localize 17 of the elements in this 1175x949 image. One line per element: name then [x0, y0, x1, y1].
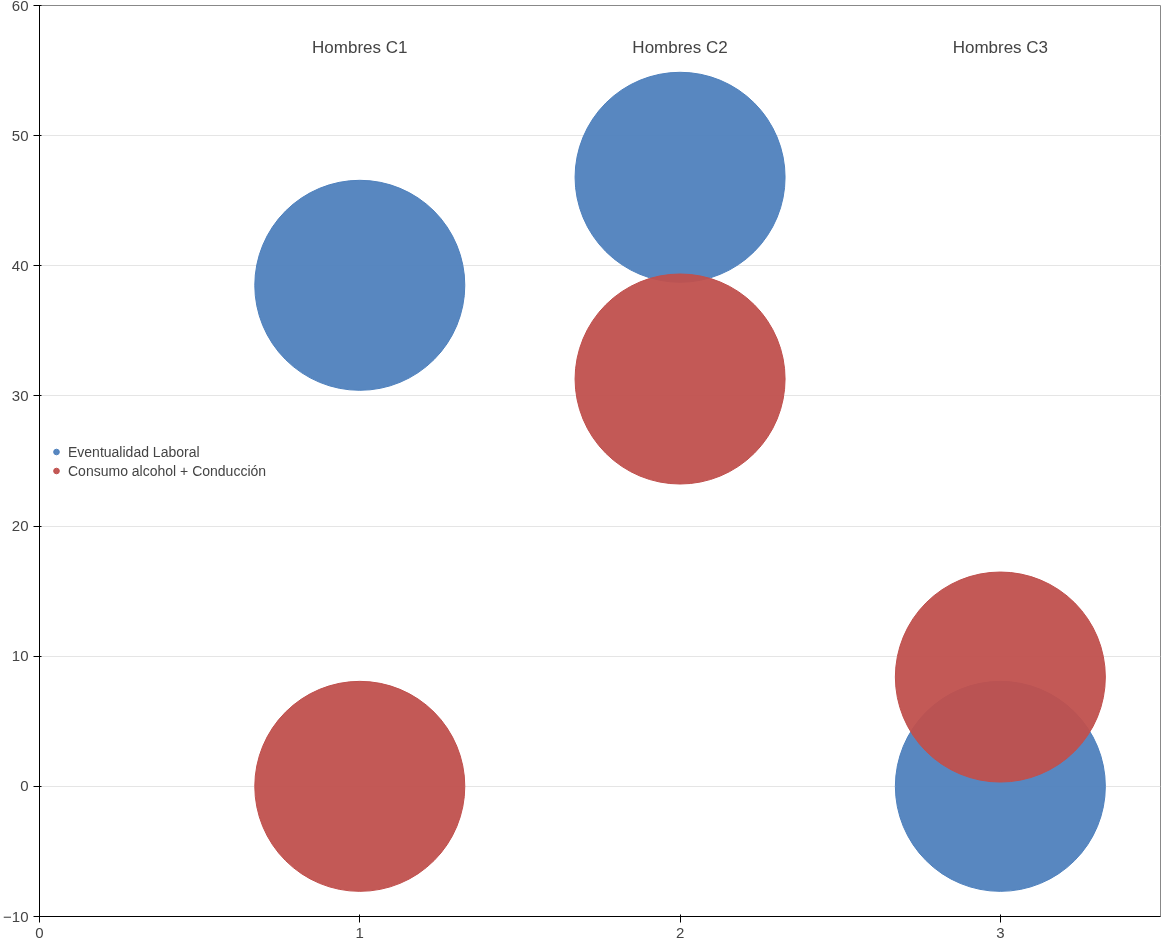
annotation: Hombres C1 [312, 37, 408, 57]
x-tick-label: 0 [35, 923, 44, 941]
legend-label: Eventualidad Laboral [68, 443, 200, 459]
legend-label: Consumo alcohol + Conducción [68, 462, 267, 478]
y-tick-label: 20 [11, 517, 29, 535]
y-tick-label: 60 [11, 0, 29, 14]
y-tick-label: 10 [11, 647, 29, 665]
y-tick-label: 0 [20, 777, 29, 795]
annotation: Hombres C3 [952, 37, 1049, 57]
y-tick-label: 40 [11, 256, 29, 274]
y-tick-label: 50 [11, 126, 29, 144]
x-tick-label: 3 [996, 923, 1005, 941]
x-tick-label: 2 [675, 923, 685, 941]
annotation: Hombres C2 [632, 37, 728, 57]
y-tick-label: 30 [11, 386, 29, 404]
y-tick-label: −10 [3, 907, 29, 925]
x-tick-label: 1 [355, 923, 364, 941]
